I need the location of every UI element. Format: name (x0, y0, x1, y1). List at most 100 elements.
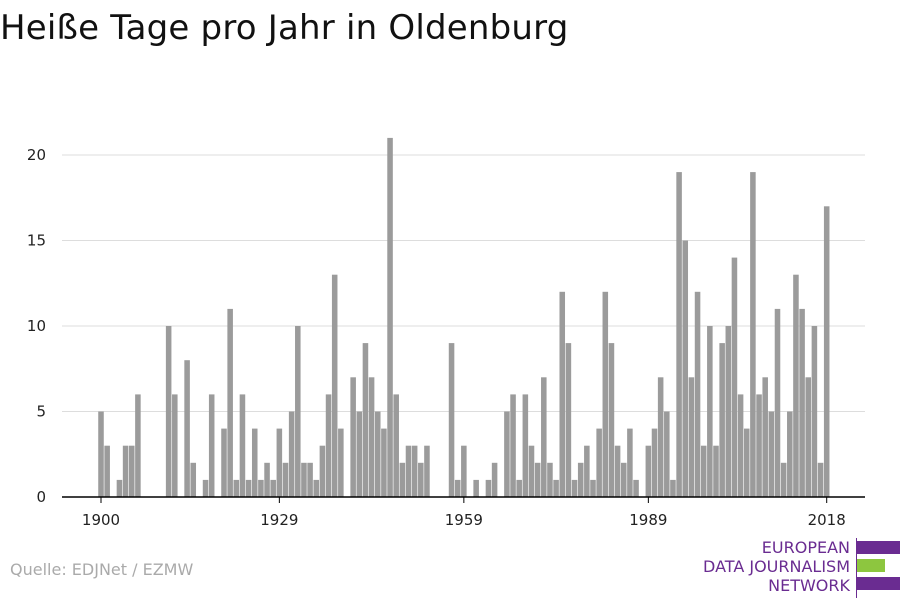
bar-1912 (172, 394, 178, 497)
gridlines (62, 154, 865, 412)
bar-1981 (596, 428, 602, 497)
x-tick-label: 2018 (808, 511, 846, 529)
bar-2018 (823, 206, 830, 498)
bar-1938 (331, 274, 338, 497)
bar-1950 (405, 445, 412, 497)
bar-1958 (454, 479, 461, 497)
bar-1942 (356, 411, 363, 497)
bar-2007 (756, 394, 762, 497)
bar-1979 (584, 445, 590, 497)
bar-2017 (817, 462, 824, 497)
bar-1924 (245, 479, 252, 497)
bar-1952 (418, 462, 424, 497)
bar-1936 (319, 445, 326, 497)
bar-1983 (608, 343, 615, 497)
bar-1928 (270, 479, 276, 497)
bar-1973 (547, 462, 553, 497)
bar-1976 (565, 343, 572, 497)
bar-1917 (202, 479, 209, 497)
bar-1957 (448, 343, 455, 497)
bar-1918 (208, 394, 215, 497)
bar-1953 (424, 445, 430, 497)
bar-1966 (504, 411, 510, 497)
y-axis-ticks: 0 5 10 15 20 (27, 146, 46, 506)
bar-1926 (258, 479, 264, 497)
bar-1949 (399, 462, 406, 497)
y-tick-label: 0 (36, 488, 46, 506)
logo-line-2: DATA JOURNALISM (703, 557, 850, 576)
bar-1963 (485, 479, 492, 497)
bar-1900 (98, 411, 104, 497)
bar-1929 (276, 428, 283, 497)
bar-1969 (522, 394, 529, 497)
bar-1937 (325, 394, 332, 497)
bar-1922 (233, 479, 240, 497)
bar-1992 (664, 411, 670, 497)
bar-1930 (282, 462, 289, 497)
bar-2014 (799, 308, 805, 497)
logo-bar-middle (857, 559, 885, 572)
y-tick-label: 5 (36, 403, 46, 421)
bar-1943 (362, 343, 369, 497)
bar-1974 (553, 479, 559, 497)
bar-1990 (651, 428, 658, 497)
bar-1991 (657, 377, 664, 497)
bar-1941 (350, 377, 356, 497)
bar-1964 (491, 462, 498, 497)
bar-1995 (682, 240, 689, 497)
bar-2003 (731, 257, 738, 497)
bar-2010 (774, 308, 781, 497)
bar-1999 (707, 326, 713, 497)
bar-1996 (688, 377, 695, 497)
bar-2001 (719, 343, 725, 497)
chart-title: Heiße Tage pro Jahr in Oldenburg (0, 8, 569, 48)
bar-1977 (571, 479, 578, 497)
bar-2013 (793, 274, 799, 497)
bar-1934 (307, 462, 313, 497)
y-tick-label: 20 (27, 146, 46, 164)
bar-2000 (713, 445, 719, 497)
bar-2008 (762, 377, 768, 497)
x-tick-label: 1900 (82, 511, 120, 529)
bar-1948 (393, 394, 399, 497)
bar-1947 (387, 137, 393, 497)
bar-1920 (221, 428, 227, 497)
bar-1978 (577, 462, 584, 497)
bar-1980 (590, 479, 596, 497)
bar-1951 (411, 445, 418, 497)
bar-1986 (627, 428, 633, 497)
bar-2004 (737, 394, 744, 497)
bar-1905 (128, 445, 135, 497)
bar-1927 (264, 462, 270, 497)
logo-bar-top (857, 541, 900, 554)
source-note: Quelle: EDJNet / EZMW (10, 560, 194, 579)
bar-1904 (122, 445, 129, 497)
bar-1915 (190, 462, 197, 497)
bar-2006 (750, 172, 756, 497)
y-tick-label: 10 (27, 317, 46, 335)
bar-1998 (700, 445, 707, 497)
bar-1982 (602, 291, 609, 497)
y-tick-label: 15 (27, 232, 46, 250)
logo-line-3: NETWORK (768, 576, 850, 595)
bar-1944 (368, 377, 375, 497)
bar-1932 (295, 326, 301, 497)
bar-1914 (184, 360, 190, 497)
x-tick-label: 1989 (629, 511, 667, 529)
bar-2009 (768, 411, 775, 497)
x-tick-label: 1929 (260, 511, 298, 529)
bar-1925 (251, 428, 258, 497)
bar-1939 (338, 428, 344, 497)
logo-bar-bottom (857, 577, 900, 590)
bar-2012 (787, 411, 793, 497)
logo-separator (856, 538, 857, 598)
bar-1968 (516, 479, 522, 497)
bar-1921 (227, 308, 233, 497)
bar-1984 (614, 445, 621, 497)
bar-1935 (313, 479, 320, 497)
x-axis: 1900 1929 1959 1989 2018 (62, 496, 865, 529)
bar-1933 (301, 462, 307, 497)
edjnet-logo: EUROPEAN DATA JOURNALISM NETWORK (700, 538, 900, 598)
logo-line-1: EUROPEAN (761, 538, 850, 557)
bar-2002 (725, 326, 732, 497)
